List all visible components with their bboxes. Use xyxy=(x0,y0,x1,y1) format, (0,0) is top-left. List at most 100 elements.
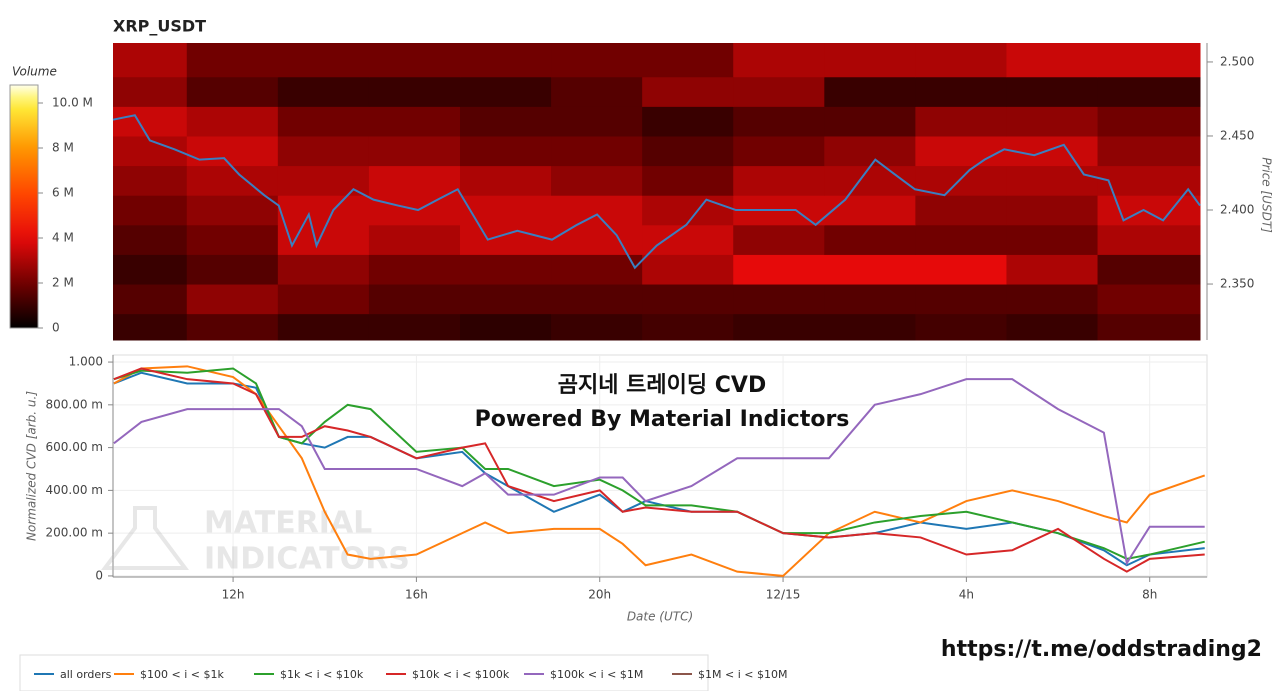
heatmap-cell xyxy=(368,135,461,167)
heatmap-cell xyxy=(1097,254,1201,285)
heatmap-cell xyxy=(551,224,643,255)
chart-title: XRP_USDT xyxy=(113,17,206,36)
heatmap-cell xyxy=(642,43,734,78)
y-tick-label: 200.00 m xyxy=(46,526,104,540)
heatmap-cell xyxy=(186,254,279,285)
heatmap-cell xyxy=(1006,284,1099,315)
link[interactable]: https://t.me/oddstrading2 xyxy=(941,637,1262,662)
colorbar-tick-label: 6 M xyxy=(52,186,74,200)
heatmap-cell xyxy=(113,313,188,341)
heatmap-cell xyxy=(368,313,461,341)
heatmap-cell xyxy=(186,106,279,137)
legend-label: $1M < i < $10M xyxy=(698,668,787,681)
heatmap-cell xyxy=(113,254,188,285)
heatmap-cell xyxy=(733,43,825,78)
heatmap-cell xyxy=(824,313,916,341)
heatmap-cell xyxy=(642,76,734,107)
heatmap-cell xyxy=(915,224,1007,255)
heatmap-cell xyxy=(915,135,1007,167)
legend-label: $100 < i < $1k xyxy=(140,668,224,681)
heatmap-cell xyxy=(551,313,643,341)
colorbar-tick-label: 10.0 M xyxy=(52,96,93,110)
heatmap-cell xyxy=(1006,254,1099,285)
heatmap-cell xyxy=(824,43,916,78)
price-line xyxy=(112,114,1201,270)
x-tick-label: 4h xyxy=(959,588,974,602)
annotation: Powered By Material Indictors xyxy=(475,407,850,432)
y-tick-label: 600.00 m xyxy=(46,440,104,454)
heatmap-cell xyxy=(551,254,643,285)
heatmap-cell xyxy=(733,254,825,285)
price-axis-label: Price [USDT] xyxy=(1260,157,1274,233)
heatmap-cell xyxy=(642,284,734,315)
cvd-line xyxy=(113,365,1206,577)
heatmap-cell xyxy=(642,195,734,226)
heatmap-cell xyxy=(460,254,552,285)
heatmap-cell xyxy=(642,135,734,167)
heatmap-cell xyxy=(733,224,825,255)
heatmap-cell xyxy=(113,195,188,226)
heatmap-cell xyxy=(551,135,643,167)
legend-label: $10k < i < $100k xyxy=(412,668,510,681)
heatmap-cell xyxy=(1006,165,1099,196)
annotation: 곰지네 트레이딩 CVD xyxy=(558,373,766,398)
heatmap-cell xyxy=(551,106,643,137)
heatmap-cell xyxy=(1097,284,1201,315)
legend-label: $100k < i < $1M xyxy=(550,668,643,681)
heatmap-cell xyxy=(824,224,916,255)
y-tick-label: 0 xyxy=(95,568,103,582)
heatmap-cell xyxy=(277,135,370,167)
heatmap-cell xyxy=(368,106,461,137)
heatmap-cell xyxy=(460,43,552,78)
heatmap-cell xyxy=(1097,224,1201,255)
heatmap-cell xyxy=(460,135,552,167)
heatmap-cell xyxy=(915,284,1007,315)
heatmap-cell xyxy=(460,224,552,255)
x-tick-label: 16h xyxy=(405,588,428,602)
heatmap-cell xyxy=(1097,195,1201,226)
heatmap-cell xyxy=(277,195,370,226)
watermark-text: MATERIAL xyxy=(204,506,372,541)
heatmap-cell xyxy=(460,313,552,341)
heatmap-cell xyxy=(551,284,643,315)
colorbar-label: Volume xyxy=(12,65,57,79)
heatmap-cell xyxy=(113,284,188,315)
heatmap-cell xyxy=(186,43,279,78)
heatmap-cell xyxy=(368,76,461,107)
x-axis-label: Date (UTC) xyxy=(627,610,693,624)
heatmap-cell xyxy=(113,43,188,78)
heatmap-cell xyxy=(915,76,1007,107)
cvd-line xyxy=(113,378,1205,566)
heatmap-cell xyxy=(277,254,370,285)
heatmap-cell xyxy=(1006,106,1099,137)
heatmap-cell xyxy=(1097,313,1201,341)
heatmap-cell xyxy=(368,43,461,78)
heatmap-cell xyxy=(277,284,370,315)
colorbar-tick-label: 2 M xyxy=(52,276,74,290)
heatmap-cell xyxy=(113,224,188,255)
heatmap-cell xyxy=(915,195,1007,226)
heatmap-cell xyxy=(915,254,1007,285)
heatmap-cell xyxy=(915,165,1007,196)
heatmap-cell xyxy=(642,224,734,255)
heatmap-cell xyxy=(551,43,643,78)
y-tick-label: 2.400 xyxy=(1220,203,1254,217)
y-tick-label: 400.00 m xyxy=(46,483,104,497)
heatmap-cell xyxy=(113,76,188,107)
x-tick-label: 20h xyxy=(588,588,611,602)
heatmap-cell xyxy=(551,195,643,226)
heatmap-cell xyxy=(460,106,552,137)
legend-label: all orders xyxy=(60,668,112,681)
heatmap-cell xyxy=(186,165,279,196)
heatmap-cell xyxy=(915,43,1007,78)
colorbar xyxy=(9,84,39,329)
heatmap-cell xyxy=(113,165,188,196)
colorbar-tick-label: 0 xyxy=(52,321,60,335)
heatmap-cell xyxy=(824,254,916,285)
heatmap-cell xyxy=(186,195,279,226)
heatmap-cell xyxy=(733,165,825,196)
heatmap-cell xyxy=(1097,135,1201,167)
heatmap-cell xyxy=(733,106,825,137)
watermark-icon xyxy=(101,506,189,570)
